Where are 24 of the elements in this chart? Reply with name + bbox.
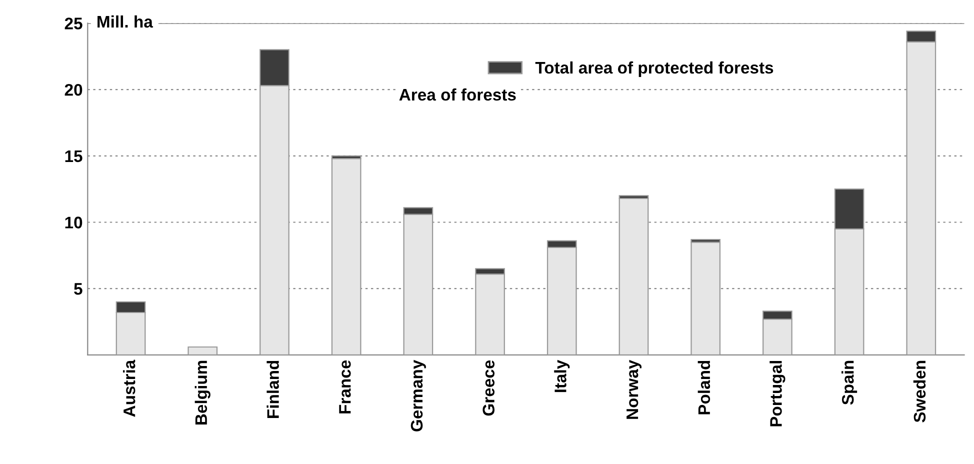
x-tick-label: Italy	[554, 360, 570, 392]
x-tick-label: Belgium	[194, 360, 210, 424]
x-tick-label: Greece	[482, 360, 495, 416]
annotation: Area of forests	[399, 88, 516, 101]
y-tick-label: 10	[65, 216, 82, 228]
x-tick-label: Spain	[842, 360, 858, 405]
y-tick-label: 20	[64, 84, 82, 96]
x-tick-label: Finland	[266, 360, 279, 418]
x-tick-label: Sweden	[913, 360, 926, 422]
x-tick-label: Germany	[410, 360, 426, 432]
x-tick-label: Portugal	[770, 361, 786, 426]
y-tick-label: 25	[64, 18, 82, 30]
y-tick-label: 15	[65, 150, 82, 162]
bar	[331, 158, 362, 355]
x-tick-label: Norway	[626, 360, 642, 419]
bar	[690, 242, 721, 355]
bar	[188, 346, 218, 355]
bar	[618, 198, 649, 355]
x-tick-label: Poland	[698, 360, 710, 414]
y-axis-title: Mill. ha	[98, 15, 154, 28]
y-tick-label: 5	[74, 283, 82, 295]
legend-label: Total area of protected forests	[535, 61, 774, 77]
x-tick-label: Austria	[123, 360, 136, 417]
x-tick-label: France	[339, 360, 351, 414]
